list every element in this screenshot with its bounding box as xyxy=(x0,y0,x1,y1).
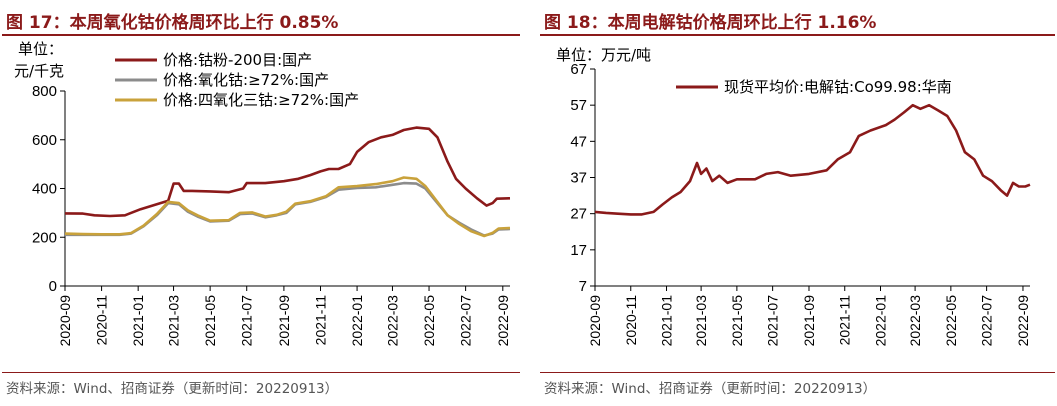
source-divider xyxy=(540,372,1055,373)
x-tick-label: 2021-05 xyxy=(729,295,745,347)
unit-label-line2: 元/千克 xyxy=(14,62,65,80)
x-tick-label: 2020-09 xyxy=(587,295,603,347)
x-tick-label: 2022-01 xyxy=(873,295,889,347)
legend-label: 价格:钴粉-200目:国产 xyxy=(163,51,312,69)
unit-label: 单位： xyxy=(18,40,64,58)
x-tick-label: 2021-07 xyxy=(239,295,255,347)
y-tick-label: 800 xyxy=(32,83,57,100)
legend-label: 价格:氧化钴:≥72%:国产 xyxy=(163,71,329,89)
x-tick-label: 2022-05 xyxy=(943,295,959,347)
chart-title: 图 18：本周电解钴价格周环比上行 1.16% xyxy=(544,13,877,33)
x-tick-label: 2022-03 xyxy=(384,295,400,347)
title-divider xyxy=(540,34,1055,36)
x-tick-label: 2020-11 xyxy=(94,295,110,346)
x-tick-label: 2021-03 xyxy=(166,295,182,347)
title-divider xyxy=(2,34,520,36)
x-tick-label: 2022-09 xyxy=(495,295,511,347)
x-tick-label: 2021-11 xyxy=(312,295,328,346)
y-tick-label: 67 xyxy=(570,61,587,78)
source-note: 资料来源：Wind、招商证券（更新时间：20220913） xyxy=(544,381,877,397)
source-divider xyxy=(2,372,520,373)
y-tick-label: 57 xyxy=(570,97,587,114)
x-tick-label: 2022-03 xyxy=(907,295,923,347)
unit-label: 单位：万元/吨 xyxy=(556,46,652,64)
x-tick-label: 2022-01 xyxy=(349,295,365,347)
x-tick-label: 2022-05 xyxy=(421,295,437,347)
chart-panel-right: 图 18：本周电解钴价格周环比上行 1.16% 单位：万元/吨 67 57 47 37… xyxy=(538,0,1057,406)
x-tick-label: 2021-03 xyxy=(693,295,709,347)
y-tick-label: 0 xyxy=(49,278,57,295)
x-tick-label: 2021-01 xyxy=(130,295,146,347)
y-tick-label: 27 xyxy=(570,206,587,223)
x-tick-label: 2021-07 xyxy=(765,295,781,347)
x-tick-label: 2022-07 xyxy=(979,295,995,347)
y-tick-label: 47 xyxy=(570,133,587,150)
x-tick-label: 2022-09 xyxy=(1015,295,1031,347)
y-tick-label: 600 xyxy=(32,132,57,149)
x-tick-label: 2020-09 xyxy=(57,295,73,347)
y-tick-label: 200 xyxy=(32,229,57,246)
x-tick-label: 2021-11 xyxy=(837,295,853,346)
x-tick-label: 2021-05 xyxy=(202,295,218,347)
chart-title: 图 17：本周氧化钴价格周环比上行 0.85% xyxy=(6,13,339,33)
x-tick-label: 2021-09 xyxy=(801,295,817,347)
series-line xyxy=(594,103,1031,216)
series-line xyxy=(64,176,511,238)
y-tick-label: 400 xyxy=(32,181,57,198)
legend-label: 价格:四氧化三钴:≥72%:国产 xyxy=(163,91,359,109)
y-tick-label: 7 xyxy=(579,278,587,295)
x-tick-label: 2021-09 xyxy=(276,295,292,347)
legend-label: 现货平均价:电解钴:Co99.98:华南 xyxy=(724,78,952,96)
x-tick-label: 2022-07 xyxy=(458,295,474,347)
y-tick-label: 37 xyxy=(570,170,587,187)
x-tick-label: 2021-01 xyxy=(659,295,675,347)
x-tick-label: 2020-11 xyxy=(623,295,639,346)
chart-panel-left: 图 17：本周氧化钴价格周环比上行 0.85% 单位： 元/千克 800 600 4… xyxy=(0,0,522,406)
source-note: 资料来源：Wind、招商证券（更新时间：20220913） xyxy=(6,381,339,397)
y-tick-label: 17 xyxy=(570,242,587,259)
series-line xyxy=(64,126,511,218)
